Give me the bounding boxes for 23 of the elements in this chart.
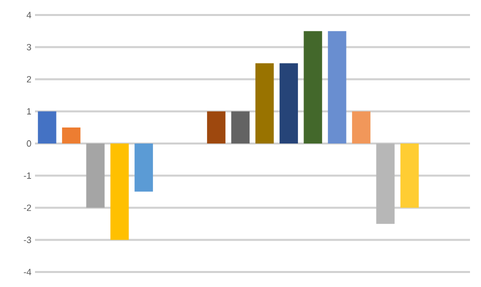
bar xyxy=(207,111,226,144)
bar xyxy=(352,111,370,144)
bar xyxy=(110,144,129,240)
y-tick-label: -1 xyxy=(24,172,32,179)
y-tick-label: -3 xyxy=(24,236,32,244)
bar xyxy=(62,127,80,144)
y-tick-label: -2 xyxy=(24,204,32,211)
bar xyxy=(400,144,419,208)
bar xyxy=(255,63,274,144)
bar xyxy=(231,111,250,144)
y-tick-label: 3 xyxy=(26,44,32,50)
y-tick-label: 4 xyxy=(26,12,32,18)
bar xyxy=(376,144,395,224)
bar xyxy=(38,111,56,144)
bar xyxy=(280,63,298,144)
y-tick-label: 1 xyxy=(27,108,32,114)
y-tick-label: -4 xyxy=(24,268,32,276)
y-tick-label: 0 xyxy=(26,140,32,147)
bar xyxy=(86,144,105,208)
bar xyxy=(134,144,153,192)
bar xyxy=(328,31,346,144)
bar xyxy=(304,31,322,144)
y-tick-label: 2 xyxy=(26,76,32,82)
